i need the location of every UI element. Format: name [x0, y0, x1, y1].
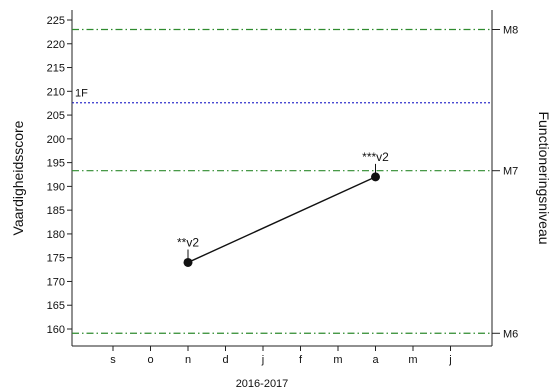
x-tick-label: o	[147, 354, 153, 366]
reference-label: M8	[503, 25, 518, 37]
data-point	[183, 257, 193, 267]
y-tick-label: 190	[47, 181, 65, 193]
x-tick-label: m	[408, 354, 417, 366]
x-tick-label: j	[261, 354, 264, 366]
y-tick-label: 180	[47, 229, 65, 241]
x-tick-label: m	[333, 354, 342, 366]
y-tick-label: 220	[47, 39, 65, 51]
x-axis-title: 2016-2017	[236, 378, 289, 390]
reference-label: M7	[503, 166, 518, 178]
y-tick-label: 175	[47, 253, 65, 265]
x-tick-label: a	[372, 354, 379, 366]
y2-axis-title: Functioneringsniveau	[536, 111, 552, 244]
axes: 160 165 170 175 180 185 190 195 200 205 210 215 220 2…	[47, 10, 493, 366]
reference-label: M6	[503, 328, 518, 340]
reference-lines: M8 M7 M6 1F	[71, 25, 518, 340]
point-label: ***v2	[362, 150, 389, 164]
y-tick-label: 215	[47, 63, 65, 75]
y-tick-label: 225	[47, 15, 65, 27]
x-tick-label: f	[299, 354, 303, 366]
x-tick-label: n	[185, 354, 191, 366]
y-tick-label: 160	[47, 324, 65, 336]
x-tick-label: j	[448, 354, 451, 366]
y-tick-label: 165	[47, 300, 65, 312]
series: **v2 ***v2	[177, 150, 389, 267]
y-tick-label: 185	[47, 205, 65, 217]
y-tick-label: 195	[47, 158, 65, 170]
point-label: **v2	[177, 235, 199, 249]
y-tick-label: 205	[47, 110, 65, 122]
data-point	[371, 172, 380, 182]
x-tick-label: s	[110, 354, 116, 366]
y-tick-label: 170	[47, 276, 65, 288]
reference-label: 1F	[75, 88, 88, 100]
y-axis-title: Vaardigheidsscore	[10, 120, 26, 235]
axis-labels: Vaardigheidsscore Functioneringsniveau 201…	[10, 111, 552, 390]
x-tick-label: d	[222, 354, 228, 366]
y-tick-label: 200	[47, 134, 65, 146]
y-tick-label: 210	[47, 86, 65, 98]
series-line	[187, 176, 376, 264]
